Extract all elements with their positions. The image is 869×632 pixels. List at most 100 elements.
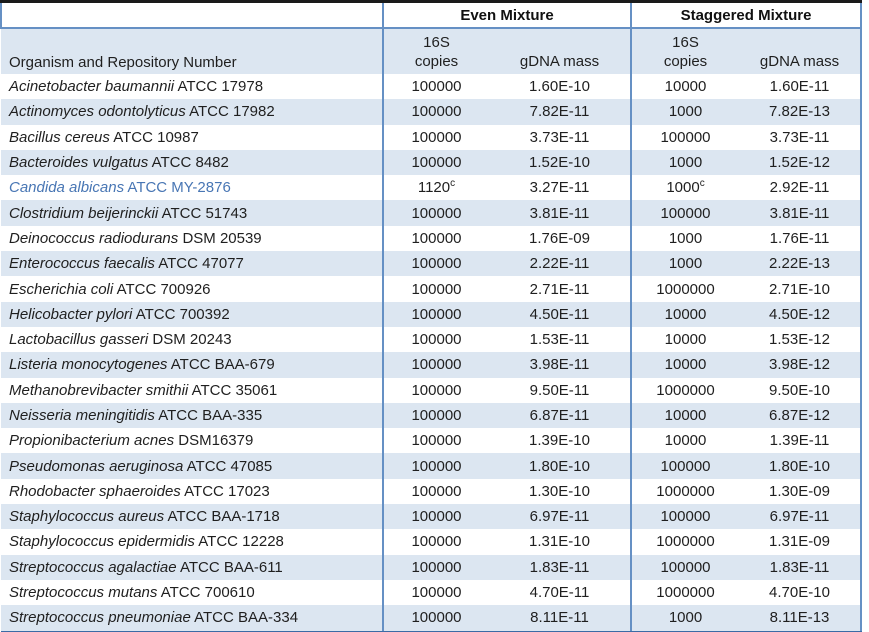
even-copies-value: 100000 [411, 533, 462, 551]
organism-scientific-name: Rhodobacter sphaeroides [9, 482, 181, 500]
staggered-copies-value: 1000 [668, 255, 703, 273]
organism-scientific-name: Staphylococcus aureus [9, 508, 165, 526]
staggered-copies-cell: 100000 [630, 554, 739, 580]
staggered-copies-value: 100000 [660, 457, 711, 475]
table-body: Acinetobacter baumannii ATCC 17978 10000… [1, 74, 862, 632]
even-copies-cell: 100000 [382, 326, 489, 353]
organism-cell: Helicobacter pylori ATCC 700392 [1, 302, 383, 327]
staggered-copies-value: 10000 [664, 331, 707, 349]
corner-cell [0, 1, 383, 29]
table-row: Lactobacillus gasseri DSM 20243 100000 1… [1, 326, 862, 353]
even-copies-value: 100000 [411, 356, 462, 374]
table-row: Acinetobacter baumannii ATCC 17978 10000… [1, 74, 862, 100]
staggered-copies-value: 100000 [660, 128, 711, 146]
table-row: Propionibacterium acnes DSM16379 100000 … [1, 428, 862, 454]
organism-cell: Staphylococcus aureus ATCC BAA-1718 [1, 504, 383, 529]
even-gdna-cell: 1.39E-10 [529, 432, 590, 450]
staggered-copies-value: 1000000 [656, 482, 715, 500]
organism-cell: Streptococcus mutans ATCC 700610 [1, 580, 383, 605]
table-row: Staphylococcus aureus ATCC BAA-1718 1000… [1, 504, 862, 530]
even-gdna-cell: 1.76E-09 [529, 229, 590, 247]
table-row: Clostridium beijerinckii ATCC 51743 1000… [1, 200, 862, 226]
even-copies-cell: 100000 [382, 225, 489, 252]
organism-cell: Staphylococcus epidermidis ATCC 12228 [1, 529, 383, 554]
even-copies-cell: 100000 [382, 124, 489, 150]
organism-repository-number: ATCC 47077 [158, 255, 244, 273]
staggered-gdna-cell: 1.60E-11 [739, 74, 862, 100]
table-row: Bacteroides vulgatus ATCC 8482 100000 1.… [1, 149, 862, 176]
table-row: Listeria monocytogenes ATCC BAA-679 1000… [1, 352, 862, 378]
staggered-copies-value: 10000 [664, 407, 707, 424]
staggered-copies-cell: 10000 [630, 301, 739, 327]
staggered-gdna-cell: 6.97E-11 [739, 504, 862, 530]
organism-cell: Bacillus cereus ATCC 10987 [1, 125, 383, 150]
staggered-gdna-cell: 3.98E-12 [739, 352, 862, 378]
staggered-copies-cell: 10000 [630, 428, 739, 454]
staggered-copies-value: 100000 [660, 508, 711, 526]
even-gdna-cell: 1.80E-10 [529, 457, 590, 475]
even-copies-cell: 100000 [382, 251, 489, 277]
staggered-copies-value: 10000 [664, 78, 707, 96]
even-copies-cell: 100000 [382, 99, 489, 125]
organism-repository-number: ATCC 17978 [177, 78, 264, 96]
staggered-copies-cell: 1000 [630, 605, 739, 632]
staggered-gdna-cell: 1.80E-10 [739, 453, 862, 479]
staggered-copies-value: 1000 [666, 179, 700, 197]
staggered-copies-value: 1000000 [656, 533, 715, 551]
group-header-staggered: Staggered Mixture [630, 1, 862, 29]
organism-repository-number: ATCC BAA-1718 [167, 508, 280, 526]
organism-scientific-name: Enterococcus faecalis [9, 255, 155, 273]
table-row: Deinococcus radiodurans DSM 20539 100000… [1, 225, 862, 252]
even-gdna-cell: 2.22E-11 [529, 255, 590, 273]
staggered-copies-value: 10000 [664, 305, 707, 323]
even-copies-cell: 100000 [382, 377, 489, 403]
organism-cell: Lactobacillus gasseri DSM 20243 [1, 327, 383, 352]
table-row: Streptococcus pneumoniae ATCC BAA-334 10… [1, 605, 862, 632]
even-copies-cell: 100000 [382, 352, 489, 378]
table-row: Streptococcus agalactiae ATCC BAA-611 10… [1, 554, 862, 580]
organism-repository-number: ATCC 700392 [135, 305, 230, 323]
column-header-row: Organism and Repository Number 16S copie… [1, 28, 862, 74]
even-copies-cell: 100000 [382, 74, 489, 100]
staggered-gdna-cell: 2.92E-11 [739, 175, 862, 201]
even-copies-value: 100000 [411, 584, 462, 602]
organism-scientific-name: Streptococcus mutans [9, 584, 158, 602]
even-gdna-cell: 1.60E-10 [529, 78, 590, 96]
staggered-copies-cell: 1000c [630, 175, 739, 201]
staggered-copies-cell: 100000 [630, 504, 739, 530]
organism-scientific-name: Escherichia coli [9, 280, 114, 298]
organism-scientific-name: Listeria monocytogenes [9, 356, 168, 374]
even-gdna-cell: 1.30E-10 [529, 482, 590, 500]
organism-scientific-name: Streptococcus agalactiae [9, 558, 177, 576]
even-copies-value: 100000 [411, 482, 462, 500]
even-copies-cell: 100000 [382, 428, 489, 454]
table-row: Methanobrevibacter smithii ATCC 35061 10… [1, 377, 862, 403]
staggered-gdna-cell: 1.30E-09 [739, 478, 862, 505]
even-gdna-cell: 6.87E-11 [529, 407, 590, 424]
even-copies-value: 100000 [411, 154, 462, 172]
organism-repository-number: ATCC 12228 [198, 533, 284, 551]
organism-repository-number: ATCC 8482 [151, 154, 229, 172]
organism-scientific-name: Streptococcus pneumoniae [9, 609, 191, 627]
table-row: Rhodobacter sphaeroides ATCC 17023 10000… [1, 478, 862, 505]
even-copies-cell: 100000 [382, 579, 489, 606]
even-copies-value: 1120 [417, 179, 451, 197]
table-row: Candida albicans ATCC MY-2876 1120c 3.27… [1, 175, 862, 201]
staggered-copies-value: 1000 [668, 103, 703, 121]
organism-repository-number: ATCC 17982 [189, 103, 275, 121]
staggered-gdna-header: gDNA mass [739, 28, 862, 74]
even-copies-cell: 100000 [382, 276, 489, 302]
even-gdna-cell: 3.98E-11 [529, 356, 590, 374]
staggered-copies-cell: 10000 [630, 402, 739, 429]
even-copies-value: 100000 [411, 255, 462, 273]
staggered-gdna-cell: 1.53E-12 [739, 326, 862, 353]
organism-cell: Methanobrevibacter smithii ATCC 35061 [1, 378, 383, 403]
even-gdna-cell: 3.73E-11 [529, 128, 590, 146]
even-copies-cell: 100000 [382, 605, 489, 632]
organism-repository-number: DSM 20539 [182, 229, 262, 247]
even-gdna-cell: 8.11E-11 [530, 609, 589, 627]
organism-cell: Propionibacterium acnes DSM16379 [1, 428, 383, 453]
even-copies-value: 100000 [411, 229, 462, 247]
